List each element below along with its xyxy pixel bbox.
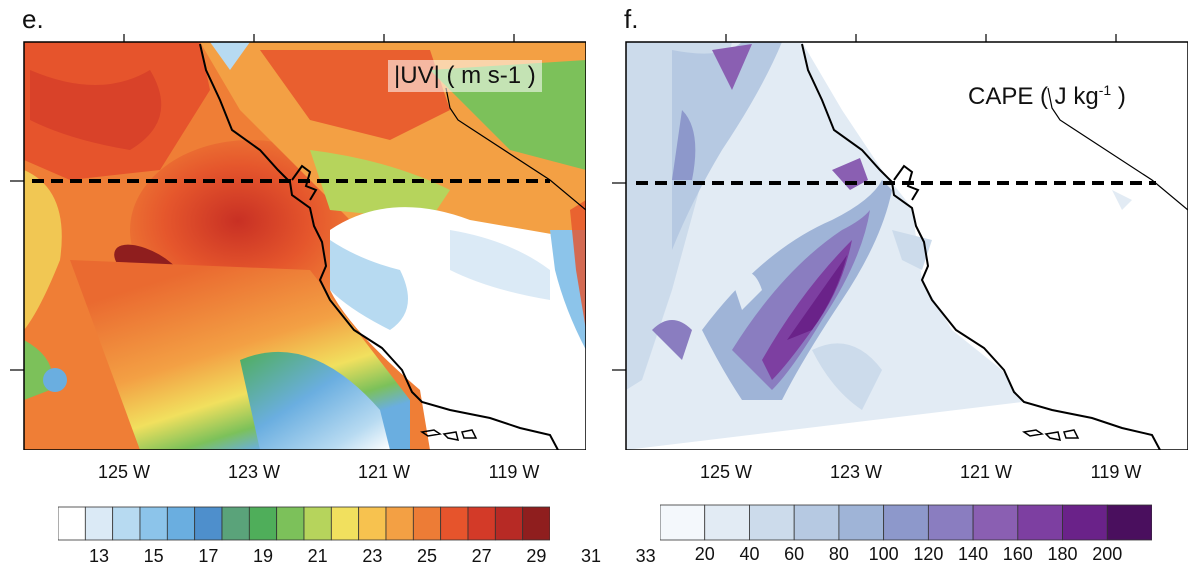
colorbar-label: 180 bbox=[1047, 544, 1078, 564]
wind-speed-colorbar bbox=[58, 506, 550, 541]
colorbar-swatch bbox=[440, 506, 469, 541]
cape-map bbox=[612, 34, 1188, 450]
colorbar-swatch bbox=[84, 506, 114, 541]
lon-label-e-123: 123 W bbox=[227, 462, 281, 482]
colorbar-label: 21 bbox=[307, 546, 328, 566]
colorbar-swatch bbox=[1106, 504, 1152, 541]
colorbar-swatch bbox=[330, 506, 360, 541]
colorbar-swatch bbox=[194, 506, 223, 541]
colorbar-swatch bbox=[972, 504, 1019, 541]
colorbar-swatch bbox=[276, 506, 305, 541]
colorbar-label: 27 bbox=[471, 546, 492, 566]
panel-letter-f: f. bbox=[624, 4, 639, 34]
colorbar-swatch bbox=[704, 504, 750, 541]
colorbar-swatch bbox=[793, 504, 840, 541]
colorbar-label: 31 bbox=[580, 546, 602, 566]
colorbar-swatch bbox=[221, 506, 250, 541]
colorbar-label: 19 bbox=[252, 546, 274, 566]
lon-label-f-123: 123 W bbox=[829, 462, 883, 482]
colorbar-swatch bbox=[303, 506, 332, 541]
colorbar-label: 20 bbox=[694, 544, 715, 564]
cape-title-text: CAPE ( J kg bbox=[968, 83, 1099, 110]
colorbar-label: 60 bbox=[784, 544, 805, 564]
lon-label-f-119: 119 W bbox=[1090, 462, 1142, 482]
cape-title-end: ) bbox=[1111, 83, 1126, 110]
colorbar-label: 17 bbox=[198, 546, 219, 566]
colorbar-swatch bbox=[522, 506, 550, 541]
colorbar-swatch bbox=[112, 506, 141, 541]
colorbar-label: 200 bbox=[1092, 544, 1123, 564]
colorbar-label: 80 bbox=[828, 544, 849, 564]
colorbar-label: 15 bbox=[143, 546, 164, 566]
colorbar-label: 25 bbox=[416, 546, 438, 566]
wind-speed-title: |UV| ( m s-1 ) bbox=[388, 60, 542, 92]
colorbar-label: 33 bbox=[635, 546, 656, 566]
colorbar-swatch bbox=[166, 506, 196, 541]
lon-label-f-121: 121 W bbox=[959, 462, 1013, 482]
colorbar-swatch bbox=[494, 506, 524, 541]
colorbar-swatch bbox=[58, 506, 86, 541]
colorbar-swatch bbox=[412, 506, 442, 541]
colorbar-label: 100 bbox=[868, 544, 899, 564]
cape-title-exponent: -1 bbox=[1098, 82, 1112, 98]
colorbar-swatch bbox=[385, 506, 414, 541]
colorbar-swatch bbox=[749, 504, 795, 541]
lon-label-f-125: 125 W bbox=[699, 462, 753, 482]
colorbar-label: 29 bbox=[526, 546, 547, 566]
colorbar-swatch bbox=[927, 504, 974, 541]
colorbar-label: 140 bbox=[958, 544, 989, 564]
colorbar-swatch bbox=[883, 504, 929, 541]
cape-colorbar bbox=[660, 504, 1152, 541]
lon-label-e-119: 119 W bbox=[488, 462, 540, 482]
lon-label-e-121: 121 W bbox=[357, 462, 411, 482]
colorbar-swatch bbox=[660, 504, 706, 541]
colorbar-label: 13 bbox=[88, 546, 110, 566]
lon-label-e-125: 125 W bbox=[97, 462, 151, 482]
colorbar-label: 160 bbox=[1002, 544, 1033, 564]
colorbar-label: 120 bbox=[913, 544, 944, 564]
colorbar-label: 23 bbox=[362, 546, 383, 566]
colorbar-swatch bbox=[467, 506, 496, 541]
colorbar-swatch bbox=[358, 506, 387, 541]
colorbar-swatch bbox=[139, 506, 168, 541]
colorbar-swatch bbox=[1017, 504, 1063, 541]
colorbar-swatch bbox=[1062, 504, 1108, 541]
colorbar-swatch bbox=[248, 506, 278, 541]
panel-letter-e: e. bbox=[22, 4, 44, 34]
colorbar-label: 40 bbox=[739, 544, 760, 564]
colorbar-swatch bbox=[838, 504, 885, 541]
wind-speed-map bbox=[10, 34, 586, 450]
cape-title: CAPE ( J kg-1 ) bbox=[962, 74, 1132, 113]
